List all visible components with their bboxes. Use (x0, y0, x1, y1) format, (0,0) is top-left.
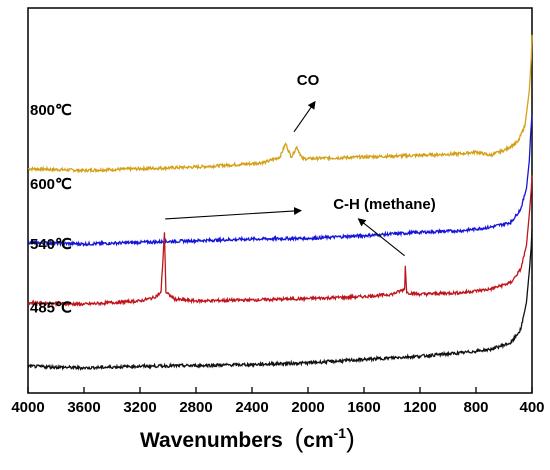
annotation-arrow-0-0 (293, 100, 316, 133)
x-tick-label-6: 1600 (347, 399, 380, 416)
x-tick-label-3: 2800 (179, 399, 212, 416)
x-axis-title-main: Wavenumbers (140, 429, 283, 452)
series-labels: 800℃ 600℃ 540℃ 485℃ (30, 102, 72, 317)
x-tick-label-8: 800 (463, 399, 488, 416)
series-label-3: 485℃ (30, 300, 72, 317)
x-tick-label-4: 2400 (235, 399, 268, 416)
plot-frame (27, 7, 533, 394)
x-tick-label-1: 3600 (67, 399, 100, 416)
annotations: CO C-H (methane) (165, 72, 436, 257)
series-line-1 (27, 115, 533, 248)
x-tick-label-0: 4000 (11, 399, 44, 416)
x-axis-title-unit: cm (303, 429, 333, 452)
x-tick-label-2: 3200 (123, 399, 156, 416)
series-line-0 (28, 34, 533, 174)
annotation-label-0: CO (297, 72, 320, 89)
annotation-arrow-1-0 (165, 206, 302, 220)
series-line-2 (27, 175, 533, 308)
x-axis-ticks: 4000 3600 3200 2800 2400 2000 1600 1200 800 400 (11, 387, 545, 416)
series-label-0: 800℃ (30, 102, 72, 119)
annotation-label-1: C-H (methane) (333, 196, 436, 213)
x-tick-label-5: 2000 (291, 399, 324, 416)
annotation-arrow-1-1 (357, 218, 405, 257)
series-label-2: 540℃ (30, 236, 72, 253)
series-layer (27, 34, 533, 372)
x-axis-title: Wavenumbers (cm-1) (140, 423, 355, 453)
series-label-1: 600℃ (30, 176, 72, 193)
x-tick-label-9: 400 (519, 399, 544, 416)
x-axis-title-exp: -1 (334, 425, 347, 441)
x-tick-label-7: 1200 (403, 399, 436, 416)
series-line-3 (27, 228, 533, 372)
